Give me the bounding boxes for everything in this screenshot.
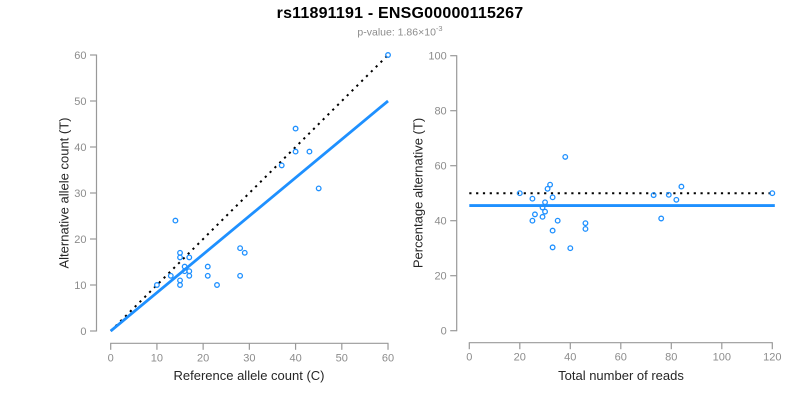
data-point — [204, 272, 211, 279]
data-point — [177, 282, 183, 288]
left-xaxis-title: Reference allele count (C) — [173, 368, 325, 383]
data-point — [292, 125, 299, 132]
y-tick-label: 60 — [434, 161, 446, 173]
y-tick-label: 40 — [434, 216, 446, 228]
data-point — [582, 220, 589, 227]
right-scatter-plot: 0 20 40 60 80 100 0 20 40 60 80 100 120 — [428, 51, 781, 364]
data-point — [562, 153, 569, 160]
y-tick-label: 0 — [441, 326, 447, 338]
y-tick-label: 50 — [74, 96, 86, 108]
left-scatter-plot: 0 10 20 30 40 50 60 0 10 20 30 40 50 60 — [74, 50, 394, 364]
y-tick-label: 0 — [80, 326, 86, 338]
y-tick-label: 30 — [74, 188, 86, 200]
x-tick-label: 40 — [564, 352, 576, 364]
right-yaxis-title: Percentage alternative (T) — [410, 117, 426, 269]
data-point — [539, 204, 546, 211]
y-tick-label: 100 — [428, 51, 446, 63]
data-point — [678, 183, 685, 190]
p-value-exponent: -3 — [435, 24, 443, 33]
data-point — [204, 263, 211, 270]
x-tick-label: 60 — [382, 352, 394, 364]
data-point — [542, 208, 548, 215]
data-point — [529, 217, 536, 224]
figure-subtitle: p-value: 1.86×10-3 — [0, 24, 800, 39]
fit-line — [109, 99, 389, 333]
data-point — [549, 194, 556, 201]
data-point — [539, 213, 546, 220]
x-tick-label: 10 — [151, 352, 163, 364]
data-point — [214, 282, 220, 288]
x-tick-label: 40 — [289, 352, 301, 364]
data-point — [153, 282, 160, 288]
data-point — [177, 277, 183, 284]
y-tick-label: 20 — [434, 271, 446, 283]
data-point — [177, 249, 183, 256]
data-point — [186, 268, 193, 275]
y-tick-label: 60 — [74, 50, 86, 62]
y-tick-label: 20 — [74, 234, 86, 246]
data-point — [278, 162, 285, 169]
data-point — [542, 199, 548, 206]
x-tick-label: 100 — [713, 352, 731, 364]
x-tick-label: 30 — [243, 352, 255, 364]
x-tick-label: 20 — [514, 352, 526, 364]
data-point — [186, 254, 193, 261]
data-point — [769, 190, 776, 197]
data-point — [186, 272, 193, 279]
data-point — [665, 191, 672, 198]
data-point — [567, 245, 574, 252]
data-point — [237, 245, 244, 252]
data-point — [306, 148, 313, 155]
data-point — [177, 254, 183, 261]
data-point — [673, 196, 680, 203]
data-point — [292, 148, 299, 155]
data-point — [315, 185, 322, 192]
data-point — [544, 185, 551, 192]
data-point — [237, 272, 244, 279]
x-tick-label: 60 — [615, 352, 627, 364]
data-point — [554, 217, 561, 224]
figure-title: rs11891191 - ENSG00000115267 — [276, 5, 524, 22]
data-point — [650, 192, 657, 199]
left-yaxis-title: Alternative allele count (T) — [56, 117, 72, 269]
data-point — [167, 272, 174, 279]
identity-line — [109, 54, 389, 332]
x-tick-label: 0 — [108, 352, 114, 364]
right-xaxis-title: Total number of reads — [558, 368, 684, 383]
data-point — [241, 249, 248, 256]
data-point — [532, 211, 538, 218]
x-tick-label: 120 — [763, 352, 781, 364]
p-value-label: p-value: 1.86×10 — [357, 26, 436, 39]
data-point — [549, 244, 556, 251]
x-tick-label: 50 — [336, 352, 348, 364]
data-point — [385, 52, 391, 58]
data-point — [172, 217, 179, 224]
data-point — [529, 195, 536, 202]
data-point — [582, 225, 589, 232]
y-tick-label: 10 — [74, 280, 86, 292]
data-point — [549, 227, 556, 234]
x-tick-label: 80 — [665, 352, 677, 364]
data-point — [516, 190, 523, 197]
x-tick-label: 20 — [197, 352, 209, 364]
y-tick-label: 40 — [74, 142, 86, 154]
data-point — [658, 215, 665, 222]
x-tick-label: 0 — [466, 352, 472, 364]
y-tick-label: 80 — [434, 106, 446, 118]
data-point — [547, 181, 554, 188]
